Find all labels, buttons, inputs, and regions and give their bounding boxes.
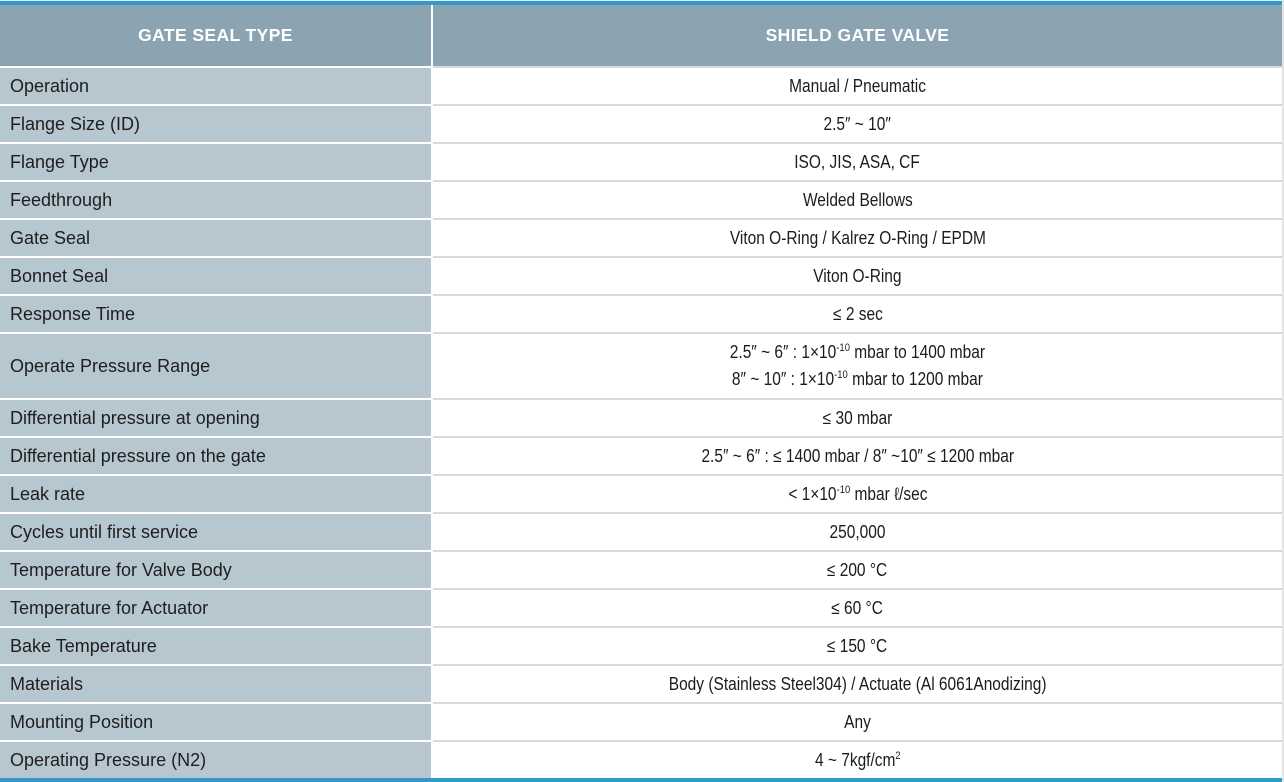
value-text: Body (Stainless Steel304) / Actuate (Al … xyxy=(668,673,1047,694)
row-value: ≤ 150 °C xyxy=(433,626,1282,664)
row-value: Body (Stainless Steel304) / Actuate (Al … xyxy=(433,664,1282,702)
value-text: Viton O-Ring xyxy=(813,265,902,286)
table-row-operating-pressure-n2: Operating Pressure (N2) 4 ~ 7kgf/cm2 xyxy=(0,740,1282,778)
header-shield-gate-valve: SHIELD GATE VALVE xyxy=(433,5,1282,66)
top-accent-bar xyxy=(0,0,1282,5)
row-value: Welded Bellows xyxy=(433,180,1282,218)
value-text: 2.5″ ~ 6″ : 1×10-10 mbar to 1400 mbar 8″… xyxy=(730,339,985,393)
table-row-bonnet-seal: Bonnet Seal Viton O-Ring xyxy=(0,256,1282,294)
row-value: 2.5″ ~ 10″ xyxy=(433,104,1282,142)
table-row-temp-valve-body: Temperature for Valve Body ≤ 200 °C xyxy=(0,550,1282,588)
row-label: Bake Temperature xyxy=(0,626,433,664)
superscript: -10 xyxy=(836,342,851,354)
table-row-temp-actuator: Temperature for Actuator ≤ 60 °C xyxy=(0,588,1282,626)
row-label: Response Time xyxy=(0,294,433,332)
row-label: Differential pressure on the gate xyxy=(0,436,433,474)
superscript: -10 xyxy=(836,483,850,496)
table-row-flange-type: Flange Type ISO, JIS, ASA, CF xyxy=(0,142,1282,180)
row-label: Temperature for Valve Body xyxy=(0,550,433,588)
row-value: Any xyxy=(433,702,1282,740)
table-row-diff-pressure-gate: Differential pressure on the gate 2.5″ ~… xyxy=(0,436,1282,474)
row-label: Flange Size (ID) xyxy=(0,104,433,142)
table-row-operation: Operation Manual / Pneumatic xyxy=(0,66,1282,104)
table-row-gate-seal: Gate Seal Viton O-Ring / Kalrez O-Ring /… xyxy=(0,218,1282,256)
row-label: Leak rate xyxy=(0,474,433,512)
row-value: Viton O-Ring / Kalrez O-Ring / EPDM xyxy=(433,218,1282,256)
row-value: Manual / Pneumatic xyxy=(433,66,1282,104)
row-label: Cycles until first service xyxy=(0,512,433,550)
row-value: ≤ 30 mbar xyxy=(433,398,1282,436)
row-value: 250,000 xyxy=(433,512,1282,550)
value-text: ISO, JIS, ASA, CF xyxy=(794,151,921,172)
value-text: ≤ 60 °C xyxy=(831,597,884,618)
row-label: Materials xyxy=(0,664,433,702)
superscript: 2 xyxy=(895,749,901,762)
row-value: ≤ 2 sec xyxy=(433,294,1282,332)
row-label: Differential pressure at opening xyxy=(0,398,433,436)
row-value: < 1×10-10 mbar ℓ/sec xyxy=(433,474,1282,512)
value-text: Viton O-Ring / Kalrez O-Ring / EPDM xyxy=(729,227,986,248)
table-row-feedthrough: Feedthrough Welded Bellows xyxy=(0,180,1282,218)
row-value: ≤ 200 °C xyxy=(433,550,1282,588)
table-row-cycles: Cycles until first service 250,000 xyxy=(0,512,1282,550)
table-row-operate-pressure-range: Operate Pressure Range 2.5″ ~ 6″ : 1×10-… xyxy=(0,332,1282,398)
value-line-2: 8″ ~ 10″ : 1×10-10 mbar to 1200 mbar xyxy=(732,369,983,389)
table-row-response-time: Response Time ≤ 2 sec xyxy=(0,294,1282,332)
table-row-leak-rate: Leak rate < 1×10-10 mbar ℓ/sec xyxy=(0,474,1282,512)
value-text: < 1×10-10 mbar ℓ/sec xyxy=(787,483,928,504)
row-value: 4 ~ 7kgf/cm2 xyxy=(433,740,1282,778)
table-header-row: GATE SEAL TYPE SHIELD GATE VALVE xyxy=(0,5,1282,66)
row-value: 2.5″ ~ 6″ : ≤ 1400 mbar / 8″ ~10″ ≤ 1200… xyxy=(433,436,1282,474)
row-label: Operate Pressure Range xyxy=(0,332,433,398)
value-line-1: 2.5″ ~ 6″ : 1×10-10 mbar to 1400 mbar xyxy=(729,342,986,362)
row-label: Temperature for Actuator xyxy=(0,588,433,626)
value-text: 4 ~ 7kgf/cm2 xyxy=(814,749,901,770)
value-text: 250,000 xyxy=(829,521,886,542)
row-value: Viton O-Ring xyxy=(433,256,1282,294)
value-text: ≤ 150 °C xyxy=(827,635,888,656)
header-gate-seal-type: GATE SEAL TYPE xyxy=(0,5,433,66)
bottom-accent-bar xyxy=(0,778,1282,782)
row-label: Gate Seal xyxy=(0,218,433,256)
row-label: Operation xyxy=(0,66,433,104)
row-value: 2.5″ ~ 6″ : 1×10-10 mbar to 1400 mbar 8″… xyxy=(433,332,1282,398)
row-value: ≤ 60 °C xyxy=(433,588,1282,626)
value-text: ≤ 30 mbar xyxy=(822,407,893,428)
value-text: Welded Bellows xyxy=(802,189,913,210)
value-text: 2.5″ ~ 6″ : ≤ 1400 mbar / 8″ ~10″ ≤ 1200… xyxy=(701,445,1014,466)
value-text: 2.5″ ~ 10″ xyxy=(823,113,892,134)
table-row-materials: Materials Body (Stainless Steel304) / Ac… xyxy=(0,664,1282,702)
table-row-bake-temperature: Bake Temperature ≤ 150 °C xyxy=(0,626,1282,664)
table-row-diff-pressure-opening: Differential pressure at opening ≤ 30 mb… xyxy=(0,398,1282,436)
row-value: ISO, JIS, ASA, CF xyxy=(433,142,1282,180)
row-label: Operating Pressure (N2) xyxy=(0,740,433,778)
superscript: -10 xyxy=(834,369,848,381)
row-label: Feedthrough xyxy=(0,180,433,218)
row-label: Mounting Position xyxy=(0,702,433,740)
table-row-flange-size: Flange Size (ID) 2.5″ ~ 10″ xyxy=(0,104,1282,142)
table-row-mounting-position: Mounting Position Any xyxy=(0,702,1282,740)
value-text: Manual / Pneumatic xyxy=(789,75,926,96)
row-label: Bonnet Seal xyxy=(0,256,433,294)
value-text: Any xyxy=(844,711,871,732)
row-label: Flange Type xyxy=(0,142,433,180)
value-text: ≤ 200 °C xyxy=(827,559,888,580)
value-text: ≤ 2 sec xyxy=(832,303,883,324)
